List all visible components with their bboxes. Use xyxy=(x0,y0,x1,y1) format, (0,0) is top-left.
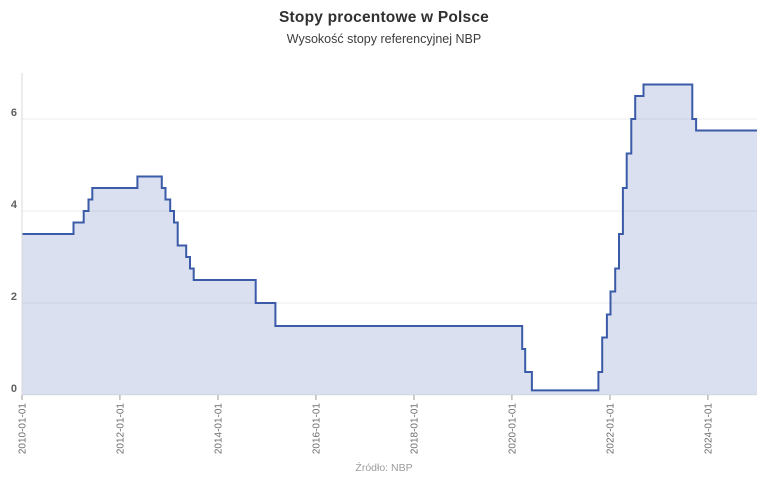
y-tick-label: 6 xyxy=(11,107,17,119)
y-tick-label: 0 xyxy=(11,383,17,395)
x-tick-label: 2012-01-01 xyxy=(115,403,126,455)
x-tick-label: 2016-01-01 xyxy=(311,403,322,455)
rate-step-line xyxy=(22,83,757,392)
chart-title: Stopy procentowe w Polsce xyxy=(279,9,489,26)
x-tick-label: 2010-01-01 xyxy=(18,403,29,455)
x-tick-label: 2014-01-01 xyxy=(213,403,224,455)
chart-subtitle: Wysokość stopy referencyjnej NBP xyxy=(286,32,482,46)
y-tick-label: 2 xyxy=(11,291,17,303)
x-tick-label: 2022-01-01 xyxy=(605,403,616,455)
x-tick-label: 2024-01-01 xyxy=(703,403,714,455)
x-tick-label: 2020-01-01 xyxy=(507,403,518,455)
source-note: Źródło: NBP xyxy=(355,462,413,474)
y-tick-label: 4 xyxy=(11,199,18,211)
chart-header: Stopy procentowe w Polsce Wysokość stopy… xyxy=(0,0,768,46)
rate-area-fill xyxy=(22,84,757,395)
x-tick-label: 2018-01-01 xyxy=(409,403,420,455)
